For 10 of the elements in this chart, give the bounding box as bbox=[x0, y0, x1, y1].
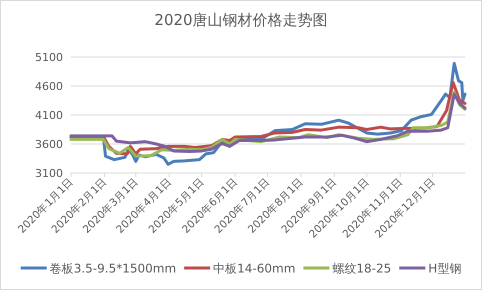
y-tick-label: 3100 bbox=[35, 167, 63, 180]
chart-title: 2020唐山钢材价格走势图 bbox=[154, 11, 328, 29]
y-tick-label: 5100 bbox=[35, 51, 63, 64]
legend-label: 卷板3.5-9.5*1500mm bbox=[50, 262, 176, 276]
y-tick-label: 4600 bbox=[35, 80, 63, 93]
legend-label: H型钢 bbox=[428, 262, 462, 276]
y-tick-label: 3600 bbox=[35, 138, 63, 151]
legend-label: 中板14-60mm bbox=[213, 262, 296, 276]
y-tick-label: 4100 bbox=[35, 109, 63, 122]
legend-label: 螺纹18-25 bbox=[332, 262, 392, 276]
